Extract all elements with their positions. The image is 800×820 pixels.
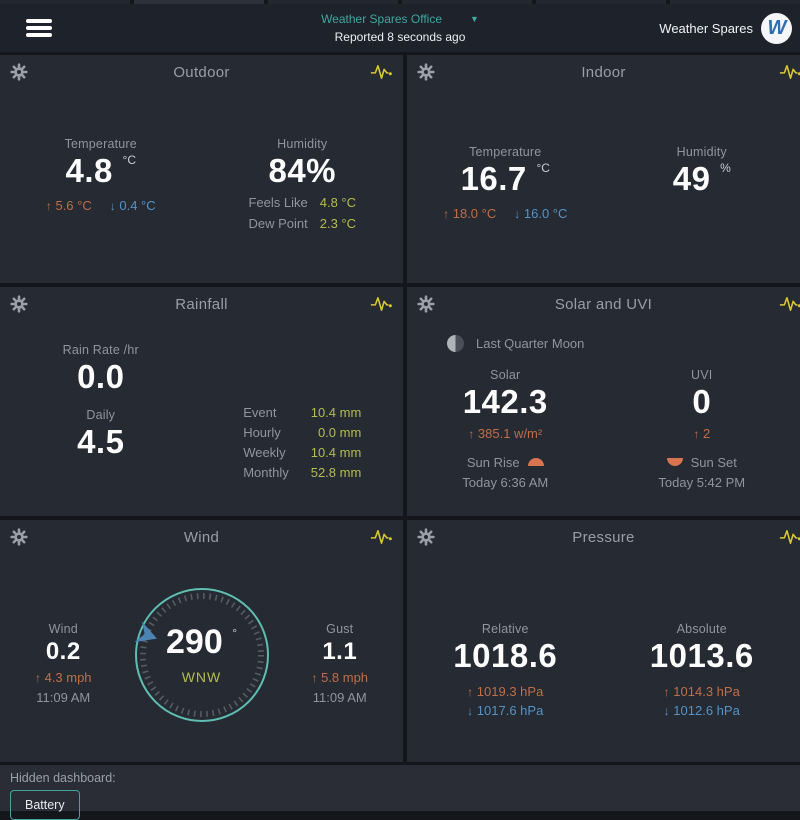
gust-value: 1.1 [322,638,358,665]
outdoor-temp-high: ↑ 5.6 °C [45,197,92,213]
gust-high-time: 11:09 AM [312,690,367,706]
indoor-temperature-value: 16.7 °C [460,160,550,197]
panel-title: Pressure [572,529,635,546]
rain-stat-value: 10.4 mm [310,405,362,420]
uvi-label: UVI [691,368,713,382]
rain-stat-label: Monthly [243,465,289,480]
indoor-temperature-label: Temperature [469,145,542,159]
rain-stats-table: Event 10.4 mm Hourly 0.0 mm Weekly 10.4 mm … [243,405,361,480]
pressure-relative-label: Relative [481,622,529,636]
brand-name: Weather Spares [659,20,753,36]
outdoor-humidity-label: Humidity [277,137,328,151]
sunrise-row: Sun Rise [467,455,544,470]
rain-stat-label: Event [243,405,277,420]
solar-value: 142.3 [462,383,548,420]
pressure-relative-value: 1018.6 [453,637,558,674]
station-selector[interactable]: Weather Spares Office ▼ [321,12,479,26]
gust-high: ↑ 5.8 mph [311,670,369,686]
station-selector-label[interactable]: Weather Spares Office [321,12,443,26]
panel-wind: Wind Wind 0.2 ↑ 4.3 mph 11:09 AM [0,520,403,762]
history-graph-icon[interactable] [370,295,393,313]
rain-daily-label: Daily [86,407,116,422]
pressure-absolute-label: Absolute [676,622,727,636]
panel-title: Solar and UVI [554,296,653,313]
sunset-icon [666,458,683,467]
indoor-temp-low: ↓ 16.0 °C [514,205,568,221]
wind-compass: 290 ° WNW [127,580,277,730]
outdoor-temp-low: ↓ 0.4 °C [109,197,156,213]
pressure-relative-low: ↓ 1017.6 hPa [467,702,544,718]
dashboard-grid: Outdoor Temperature 4.8 °C ↑ 5.6 °C ↓ 0.… [0,55,800,762]
solar-high: ↑ 385.1 w/m² [468,425,543,441]
wind-direction-value: 290 ° [166,623,237,661]
dew-point-row: Dew Point 2.3 °C [248,215,357,231]
indoor-humidity-value: 49 % [672,160,731,197]
uvi-value: 0 [692,383,712,420]
wind-speed-high: ↑ 4.3 mph [34,670,92,686]
sunrise-time: Today 6:36 AM [462,474,549,490]
rain-rate-label: Rain Rate /hr [62,343,139,357]
rain-stat-label: Hourly [243,425,281,440]
settings-gear-icon[interactable] [417,295,435,313]
outdoor-temperature-label: Temperature [64,137,137,151]
history-graph-icon[interactable] [370,63,393,81]
pressure-relative-high: ↑ 1019.3 hPa [467,683,544,699]
wind-direction-arrow [133,621,157,643]
panel-outdoor: Outdoor Temperature 4.8 °C ↑ 5.6 °C ↓ 0.… [0,55,403,283]
wind-direction-compass: WNW [181,669,222,685]
indoor-temp-high: ↑ 18.0 °C [443,205,497,221]
history-graph-icon[interactable] [779,63,800,81]
wind-speed-label: Wind [48,622,78,636]
gust-label: Gust [326,622,354,636]
rain-stat-value: 52.8 mm [310,465,362,480]
battery-dashboard-button[interactable]: Battery [10,790,80,820]
panel-title: Wind [183,529,220,546]
wind-speed-value: 0.2 [45,638,81,665]
wind-high-time: 11:09 AM [36,690,91,706]
hidden-dashboard-label: Hidden dashboard: [10,771,116,785]
settings-gear-icon[interactable] [10,63,28,81]
feels-like-row: Feels Like 4.8 °C [248,194,357,210]
rain-rate-value: 0.0 [77,358,125,395]
brand-logo: W [761,12,792,44]
history-graph-icon[interactable] [370,528,393,546]
settings-gear-icon[interactable] [417,528,435,546]
pressure-absolute-high: ↑ 1014.3 hPa [663,683,740,699]
sunrise-icon [527,458,544,467]
sunset-row: Sun Set [666,455,737,470]
panel-indoor: Indoor Temperature 16.7 °C ↑ 18.0 °C ↓ 1… [407,55,800,283]
rain-stat-value: 10.4 mm [310,445,362,460]
uvi-high: ↑ 2 [693,425,711,441]
moon-phase-icon [447,335,464,352]
panel-pressure: Pressure Relative 1018.6 ↑ 1019.3 hPa ↓ … [407,520,800,762]
indoor-humidity-label: Humidity [676,145,727,159]
outdoor-temperature-value: 4.8 °C [65,152,136,189]
panel-title: Outdoor [173,64,230,81]
header-bar: Weather Spares Office ▼ Reported 8 secon… [0,4,800,52]
panel-title: Indoor [581,64,626,81]
sunset-time: Today 5:42 PM [658,474,746,490]
hamburger-menu-icon[interactable] [26,19,52,37]
hidden-dashboard-section: Hidden dashboard: Battery [0,765,800,820]
reported-status: Reported 8 seconds ago [334,30,466,44]
history-graph-icon[interactable] [779,528,800,546]
moon-phase-label: Last Quarter Moon [476,336,585,351]
rain-stat-value: 0.0 mm [317,425,362,440]
settings-gear-icon[interactable] [10,528,28,546]
pressure-absolute-low: ↓ 1012.6 hPa [663,702,740,718]
settings-gear-icon[interactable] [10,295,28,313]
panel-rainfall: Rainfall Rain Rate /hr 0.0 Daily 4.5 Eve… [0,287,403,516]
solar-label: Solar [490,368,521,382]
outdoor-humidity-value: 84% [268,152,337,189]
panel-title: Rainfall [175,296,228,313]
settings-gear-icon[interactable] [417,63,435,81]
scrolled-panels-sliver [0,0,800,4]
history-graph-icon[interactable] [779,295,800,313]
moon-phase-row: Last Quarter Moon [447,335,800,352]
chevron-down-icon[interactable]: ▼ [470,14,479,24]
rain-stat-label: Weekly [243,445,286,460]
pressure-absolute-value: 1013.6 [649,637,754,674]
rain-daily-value: 4.5 [77,422,125,460]
panel-solar-uvi: Solar and UVI Last Quarter Moon Solar 14… [407,287,800,516]
